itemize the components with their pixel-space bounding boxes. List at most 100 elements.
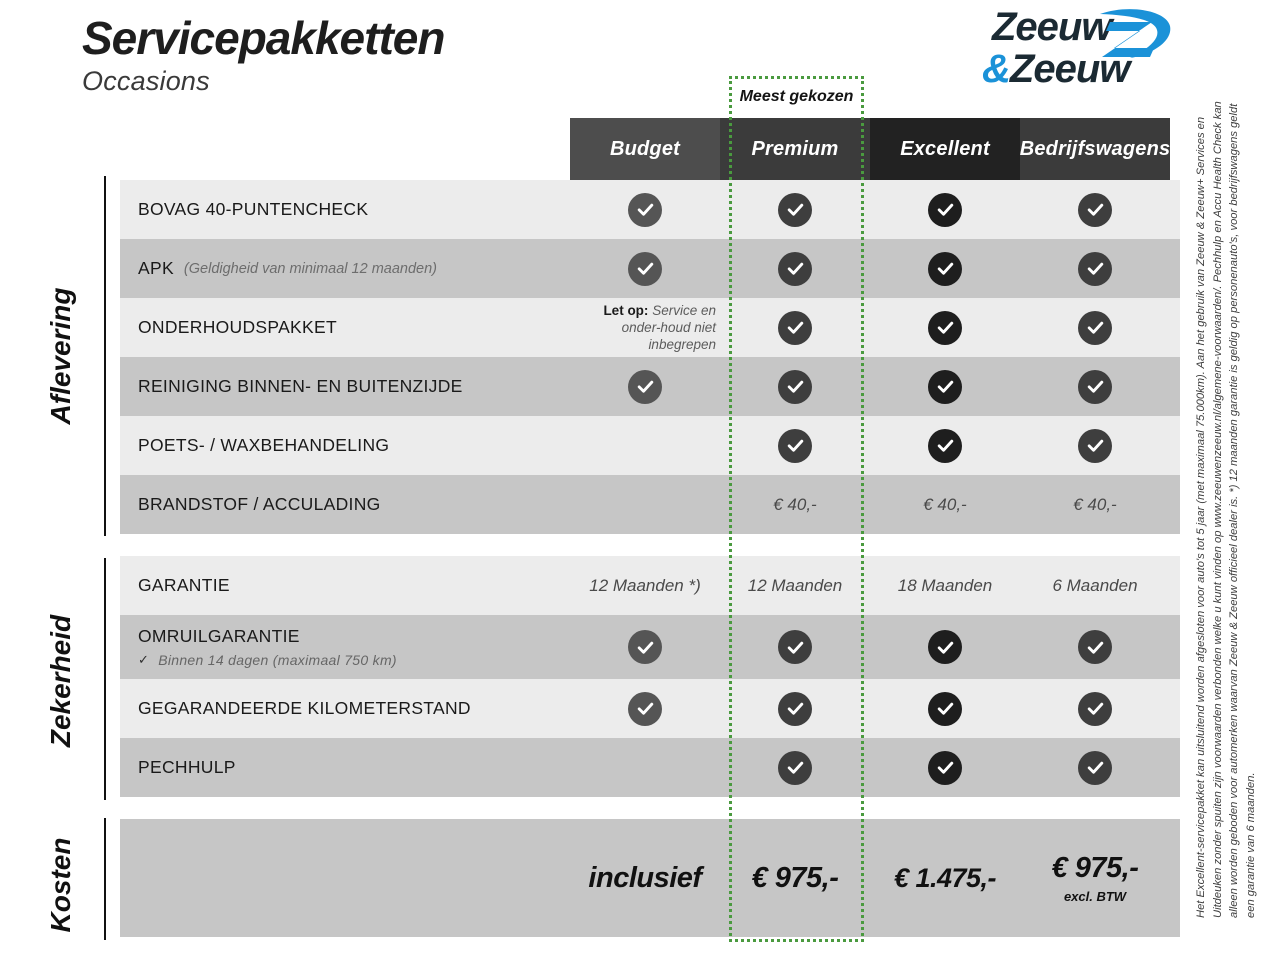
row-label-text: GARANTIE xyxy=(138,575,230,595)
cost-cell-excellent: € 1.475,- xyxy=(870,863,1020,894)
table-row: BRANDSTOF / ACCULADING € 40,- € 40,- € 4… xyxy=(120,475,1180,534)
table-row: GARANTIE 12 Maanden *) 12 Maanden 18 Maa… xyxy=(120,556,1180,615)
column-header-excellent[interactable]: Excellent xyxy=(870,118,1020,180)
cost-row: inclusief € 975,- € 1.475,- € 975,- excl… xyxy=(120,819,1180,937)
column-header-budget[interactable]: Budget xyxy=(570,118,720,180)
cell-premium xyxy=(720,615,870,679)
check-icon xyxy=(1078,369,1112,404)
check-icon xyxy=(928,310,962,345)
section-rule-aflevering xyxy=(104,176,106,536)
cost-cell-bedrijfswagens: € 975,- excl. BTW xyxy=(1020,852,1170,904)
cell-budget xyxy=(570,357,720,416)
page-header: Servicepakketten Occasions Zeeuw &Zeeuw xyxy=(0,0,1280,118)
check-icon xyxy=(628,369,662,404)
row-label: ONDERHOUDSPAKKET xyxy=(120,298,570,357)
row-label-text: APK xyxy=(138,258,174,278)
row-label: GARANTIE xyxy=(120,556,570,615)
cell-premium xyxy=(720,239,870,298)
check-icon xyxy=(1078,630,1112,664)
cell-bedrijfswagens xyxy=(1020,416,1170,475)
check-icon xyxy=(628,691,662,726)
page-title: Servicepakketten xyxy=(82,12,445,64)
cell-excellent xyxy=(870,679,1020,738)
cell-budget xyxy=(570,679,720,738)
table-row: POETS- / WAXBEHANDELING xyxy=(120,416,1180,475)
price-vat-note: excl. BTW xyxy=(1063,889,1127,904)
cell-value: € 40,- xyxy=(923,494,967,514)
check-icon xyxy=(1078,310,1112,345)
row-label: REINIGING BINNEN- EN BUITENZIJDE xyxy=(120,357,570,416)
section-label-zekerheid: Zekerheid xyxy=(45,614,76,748)
check-icon xyxy=(1078,691,1112,726)
check-icon xyxy=(928,428,962,463)
cell-premium: 12 Maanden xyxy=(720,556,870,615)
comparison-table: Budget Premium Excellent Bedrijfswagens … xyxy=(120,118,1180,937)
check-icon xyxy=(778,251,812,286)
cell-budget: 12 Maanden *) xyxy=(570,556,720,615)
row-sublabel: ✓ Binnen 14 dagen (maximaal 750 km) xyxy=(138,652,397,668)
cell-budget: Let op: Service en onder-houd niet inbeg… xyxy=(570,298,720,357)
row-label-text: ONDERHOUDSPAKKET xyxy=(138,317,337,337)
table-row: PECHHULP xyxy=(120,738,1180,797)
logo-line1: Zeeuw xyxy=(992,5,1112,49)
row-label-text: GEGARANDEERDE KILOMETERSTAND xyxy=(138,698,471,718)
table-row: APK (Geldigheid van minimaal 12 maanden) xyxy=(120,239,1180,298)
cell-bedrijfswagens xyxy=(1020,298,1170,357)
cell-excellent xyxy=(870,239,1020,298)
check-icon xyxy=(1078,251,1112,286)
cost-cell-budget: inclusief xyxy=(570,862,720,895)
row-label: PECHHULP xyxy=(120,738,570,797)
cell-excellent xyxy=(870,416,1020,475)
warning-text: Service en onder-houd niet inbegrepen xyxy=(621,303,716,352)
section-gap xyxy=(120,534,1180,556)
row-label: POETS- / WAXBEHANDELING xyxy=(120,416,570,475)
cell-bedrijfswagens xyxy=(1020,738,1170,797)
cell-excellent: € 40,- xyxy=(870,475,1020,534)
cost-cell-premium: € 975,- xyxy=(720,862,870,895)
check-icon xyxy=(928,691,962,726)
cell-excellent xyxy=(870,615,1020,679)
check-icon xyxy=(1078,192,1112,227)
row-label: APK (Geldigheid van minimaal 12 maanden) xyxy=(120,239,570,298)
disclaimer-text: Het Excellent-servicepakket kan uitsluit… xyxy=(1195,101,1257,918)
header-spacer xyxy=(120,118,570,180)
row-label-note: (Geldigheid van minimaal 12 maanden) xyxy=(183,260,438,277)
small-check-icon: ✓ xyxy=(138,652,150,667)
section-label-kosten: Kosten xyxy=(45,837,76,933)
cell-excellent xyxy=(870,180,1020,239)
row-label: BRANDSTOF / ACCULADING xyxy=(120,475,570,534)
logo-ampersand: & xyxy=(982,47,1011,91)
cell-premium xyxy=(720,298,870,357)
check-icon xyxy=(778,750,812,785)
cell-value: 12 Maanden xyxy=(747,575,843,595)
column-header-bedrijfswagens[interactable]: Bedrijfswagens xyxy=(1020,118,1170,180)
disclaimer-rotated-wrapper: Het Excellent-servicepakket kan uitsluit… xyxy=(1193,0,1263,918)
cell-excellent xyxy=(870,357,1020,416)
cell-premium xyxy=(720,357,870,416)
cell-value: € 40,- xyxy=(1073,494,1117,514)
check-icon xyxy=(778,428,812,463)
row-label-text: BRANDSTOF / ACCULADING xyxy=(138,494,381,514)
cell-value: 18 Maanden xyxy=(897,575,993,595)
table-row: GEGARANDEERDE KILOMETERSTAND xyxy=(120,679,1180,738)
price-value: € 1.475,- xyxy=(893,862,997,893)
cell-bedrijfswagens xyxy=(1020,615,1170,679)
column-header-premium[interactable]: Premium xyxy=(720,118,870,180)
row-label: OMRUILGARANTIE ✓ Binnen 14 dagen (maximaa… xyxy=(120,615,570,679)
cell-premium: € 40,- xyxy=(720,475,870,534)
check-icon xyxy=(628,251,662,286)
check-icon xyxy=(628,630,662,664)
cell-premium xyxy=(720,738,870,797)
cell-bedrijfswagens xyxy=(1020,679,1170,738)
check-icon xyxy=(778,691,812,726)
price-value: inclusief xyxy=(588,861,702,894)
row-label-text: OMRUILGARANTIE xyxy=(138,626,300,646)
most-chosen-badge: Meest gekozen xyxy=(739,88,854,105)
cell-premium xyxy=(720,416,870,475)
title-block: Servicepakketten Occasions xyxy=(82,10,445,98)
cell-value: 6 Maanden xyxy=(1052,575,1138,595)
cell-budget xyxy=(570,475,720,534)
cell-budget xyxy=(570,239,720,298)
section-rule-zekerheid xyxy=(104,558,106,800)
check-icon xyxy=(628,192,662,227)
